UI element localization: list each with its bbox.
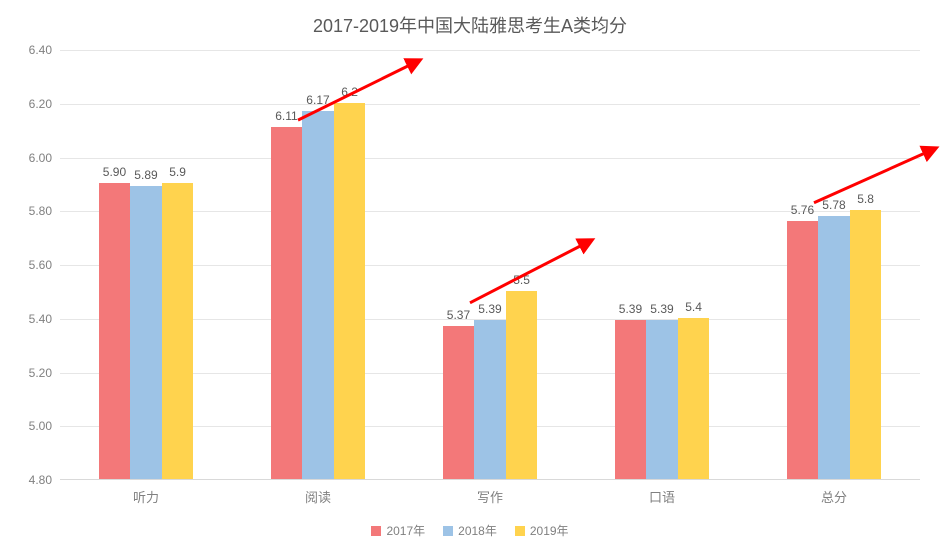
ytick-label: 5.40 bbox=[29, 312, 52, 326]
bar: 5.76 bbox=[787, 221, 819, 479]
legend-swatch bbox=[443, 526, 453, 536]
category-group: 6.116.176.2阅读 bbox=[232, 50, 404, 479]
ytick-label: 4.80 bbox=[29, 473, 52, 487]
bar-value-label: 5.4 bbox=[685, 300, 702, 314]
ytick-label: 5.20 bbox=[29, 366, 52, 380]
category-group: 5.905.895.9听力 bbox=[60, 50, 232, 479]
ytick-label: 5.80 bbox=[29, 204, 52, 218]
bar-value-label: 5.39 bbox=[619, 302, 642, 316]
legend-item: 2019年 bbox=[515, 522, 569, 539]
ytick-label: 5.00 bbox=[29, 419, 52, 433]
legend-label: 2017年 bbox=[386, 522, 425, 539]
bar: 5.90 bbox=[99, 183, 131, 479]
plot-area: 4.805.005.205.405.605.806.006.206.405.90… bbox=[60, 50, 920, 480]
category-group: 5.765.785.8总分 bbox=[748, 50, 920, 479]
bar: 5.4 bbox=[678, 318, 710, 479]
bar: 5.8 bbox=[850, 210, 882, 479]
legend-swatch bbox=[371, 526, 381, 536]
bar: 5.5 bbox=[506, 291, 538, 479]
bar-value-label: 5.39 bbox=[478, 302, 501, 316]
legend-item: 2017年 bbox=[371, 522, 425, 539]
bar-value-label: 5.89 bbox=[134, 168, 157, 182]
category-group: 5.375.395.5写作 bbox=[404, 50, 576, 479]
bar: 6.17 bbox=[302, 111, 334, 479]
bar: 5.39 bbox=[474, 320, 506, 479]
bar: 5.78 bbox=[818, 216, 850, 479]
bar: 5.89 bbox=[130, 186, 162, 479]
bar-value-label: 5.76 bbox=[791, 203, 814, 217]
bar-value-label: 5.5 bbox=[513, 273, 530, 287]
legend-item: 2018年 bbox=[443, 522, 497, 539]
bar: 5.9 bbox=[162, 183, 194, 479]
legend-label: 2019年 bbox=[530, 522, 569, 539]
ytick-label: 6.40 bbox=[29, 43, 52, 57]
bar: 5.37 bbox=[443, 326, 475, 479]
legend-swatch bbox=[515, 526, 525, 536]
chart-title: 2017-2019年中国大陆雅思考生A类均分 bbox=[0, 0, 940, 38]
bar: 6.11 bbox=[271, 127, 303, 479]
bar-value-label: 5.9 bbox=[169, 165, 186, 179]
legend: 2017年 2018年 2019年 bbox=[0, 522, 940, 539]
xtick-label: 总分 bbox=[821, 487, 847, 506]
xtick-label: 口语 bbox=[649, 487, 675, 506]
xtick-label: 听力 bbox=[133, 487, 159, 506]
xtick-label: 阅读 bbox=[305, 487, 331, 506]
category-group: 5.395.395.4口语 bbox=[576, 50, 748, 479]
legend-label: 2018年 bbox=[458, 522, 497, 539]
bar-value-label: 5.39 bbox=[650, 302, 673, 316]
xtick-label: 写作 bbox=[477, 487, 503, 506]
ytick-label: 5.60 bbox=[29, 258, 52, 272]
bar: 5.39 bbox=[646, 320, 678, 479]
chart-container: 2017-2019年中国大陆雅思考生A类均分 4.805.005.205.405… bbox=[0, 0, 940, 545]
bar-value-label: 6.2 bbox=[341, 85, 358, 99]
bar-value-label: 5.90 bbox=[103, 165, 126, 179]
ytick-label: 6.20 bbox=[29, 97, 52, 111]
bar-value-label: 5.8 bbox=[857, 192, 874, 206]
ytick-label: 6.00 bbox=[29, 151, 52, 165]
bar-value-label: 6.11 bbox=[275, 109, 297, 123]
bar: 5.39 bbox=[615, 320, 647, 479]
bar-value-label: 5.78 bbox=[822, 198, 845, 212]
bar-value-label: 6.17 bbox=[306, 93, 329, 107]
bar-value-label: 5.37 bbox=[447, 308, 470, 322]
bar: 6.2 bbox=[334, 103, 366, 479]
